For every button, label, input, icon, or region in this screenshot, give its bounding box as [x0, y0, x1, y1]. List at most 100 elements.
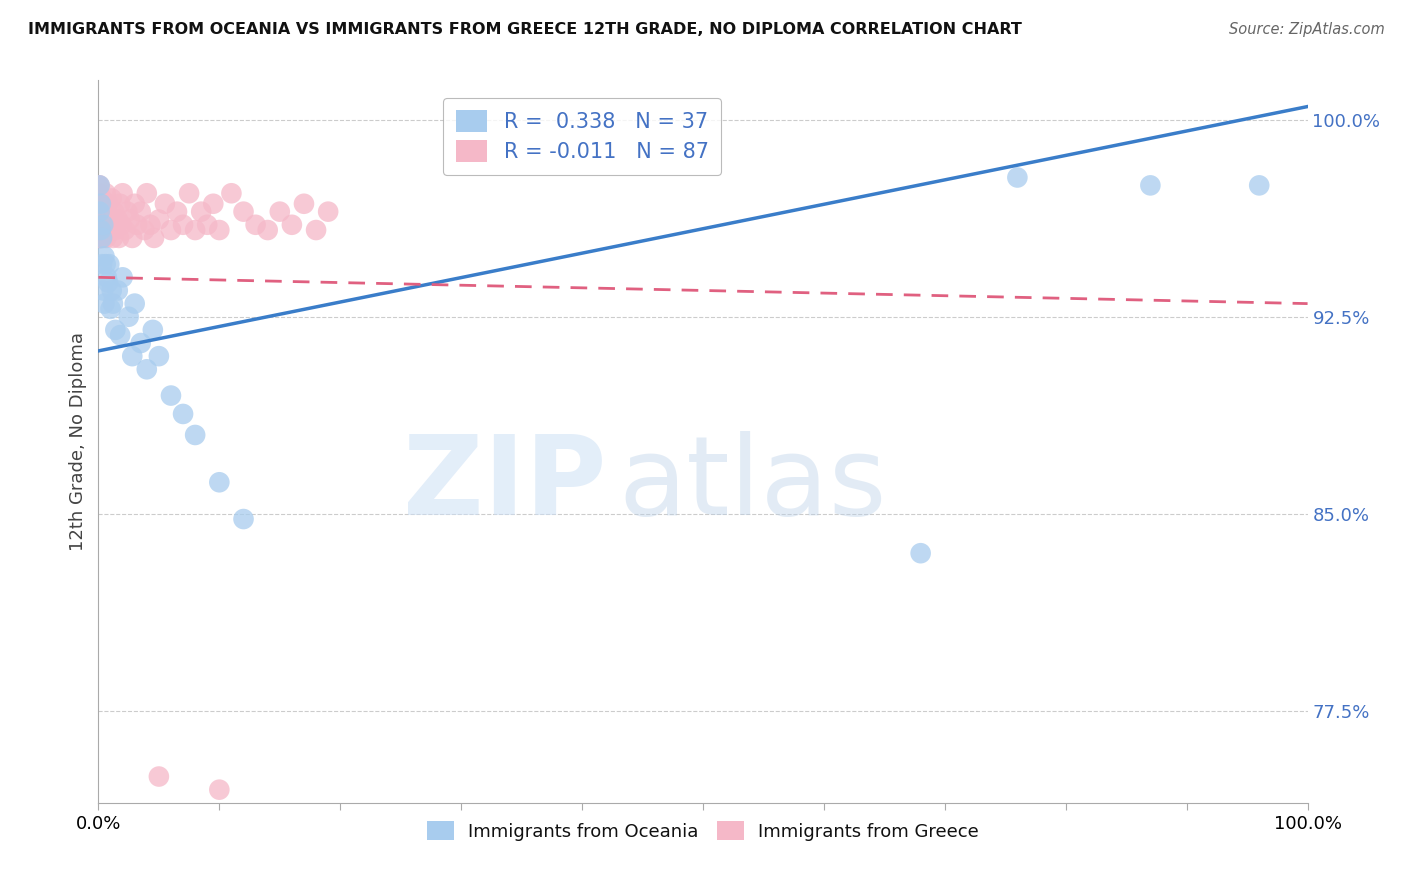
Point	[91, 196, 114, 211]
Point	[118, 212, 141, 227]
Point	[89, 178, 111, 193]
Point	[89, 204, 111, 219]
Point	[172, 218, 194, 232]
Point	[143, 231, 166, 245]
Point	[89, 204, 111, 219]
Point	[91, 223, 114, 237]
Point	[153, 196, 176, 211]
Point	[166, 204, 188, 219]
Point	[94, 257, 117, 271]
Point	[142, 323, 165, 337]
Point	[90, 218, 112, 232]
Point	[104, 223, 127, 237]
Point	[98, 223, 121, 237]
Point	[910, 546, 932, 560]
Point	[89, 186, 111, 201]
Point	[184, 428, 207, 442]
Point	[96, 270, 118, 285]
Text: atlas: atlas	[619, 432, 887, 539]
Point	[281, 218, 304, 232]
Point	[172, 407, 194, 421]
Point	[87, 192, 110, 206]
Point	[129, 336, 152, 351]
Point	[1139, 178, 1161, 193]
Point	[114, 223, 136, 237]
Point	[89, 192, 111, 206]
Point	[91, 257, 114, 271]
Point	[91, 218, 114, 232]
Point	[87, 196, 110, 211]
Point	[129, 204, 152, 219]
Point	[90, 196, 112, 211]
Point	[121, 349, 143, 363]
Point	[89, 218, 111, 232]
Point	[89, 196, 111, 211]
Point	[87, 212, 110, 227]
Point	[89, 218, 111, 232]
Point	[184, 223, 207, 237]
Point	[100, 192, 122, 206]
Point	[135, 186, 157, 201]
Point	[90, 231, 112, 245]
Point	[316, 204, 339, 219]
Point	[89, 204, 111, 219]
Point	[100, 284, 122, 298]
Point	[269, 204, 291, 219]
Point	[111, 270, 134, 285]
Point	[124, 296, 146, 310]
Legend: Immigrants from Oceania, Immigrants from Greece: Immigrants from Oceania, Immigrants from…	[419, 814, 987, 848]
Point	[91, 218, 114, 232]
Point	[91, 212, 114, 227]
Text: ZIP: ZIP	[404, 432, 606, 539]
Point	[91, 284, 114, 298]
Point	[232, 204, 254, 219]
Point	[93, 249, 115, 263]
Point	[89, 231, 111, 245]
Point	[292, 196, 315, 211]
Point	[96, 218, 118, 232]
Point	[232, 512, 254, 526]
Point	[245, 218, 267, 232]
Point	[91, 204, 114, 219]
Point	[100, 301, 122, 316]
Point	[108, 328, 131, 343]
Point	[256, 223, 278, 237]
Point	[90, 212, 112, 227]
Point	[89, 231, 111, 245]
Point	[124, 196, 146, 211]
Point	[96, 204, 118, 219]
Point	[111, 186, 134, 201]
Point	[108, 231, 131, 245]
Point	[87, 178, 110, 193]
Point	[117, 204, 139, 219]
Point	[208, 782, 231, 797]
Point	[91, 192, 114, 206]
Point	[94, 223, 117, 237]
Point	[89, 204, 111, 219]
Point	[103, 204, 125, 219]
Point	[89, 218, 111, 232]
Point	[91, 231, 114, 245]
Point	[221, 186, 243, 201]
Point	[208, 475, 231, 490]
Point	[89, 223, 111, 237]
Point	[101, 296, 124, 310]
Point	[93, 231, 115, 245]
Point	[121, 231, 143, 245]
Point	[108, 196, 131, 211]
Point	[90, 196, 112, 211]
Point	[127, 218, 149, 232]
Point	[90, 223, 112, 237]
Point	[89, 196, 111, 211]
Point	[1007, 170, 1029, 185]
Y-axis label: 12th Grade, No Diploma: 12th Grade, No Diploma	[69, 332, 87, 551]
Text: Source: ZipAtlas.com: Source: ZipAtlas.com	[1229, 22, 1385, 37]
Point	[100, 212, 122, 227]
Point	[148, 349, 170, 363]
Point	[190, 204, 212, 219]
Point	[135, 362, 157, 376]
Point	[110, 218, 132, 232]
Point	[148, 212, 170, 227]
Point	[90, 231, 112, 245]
Point	[118, 310, 141, 324]
